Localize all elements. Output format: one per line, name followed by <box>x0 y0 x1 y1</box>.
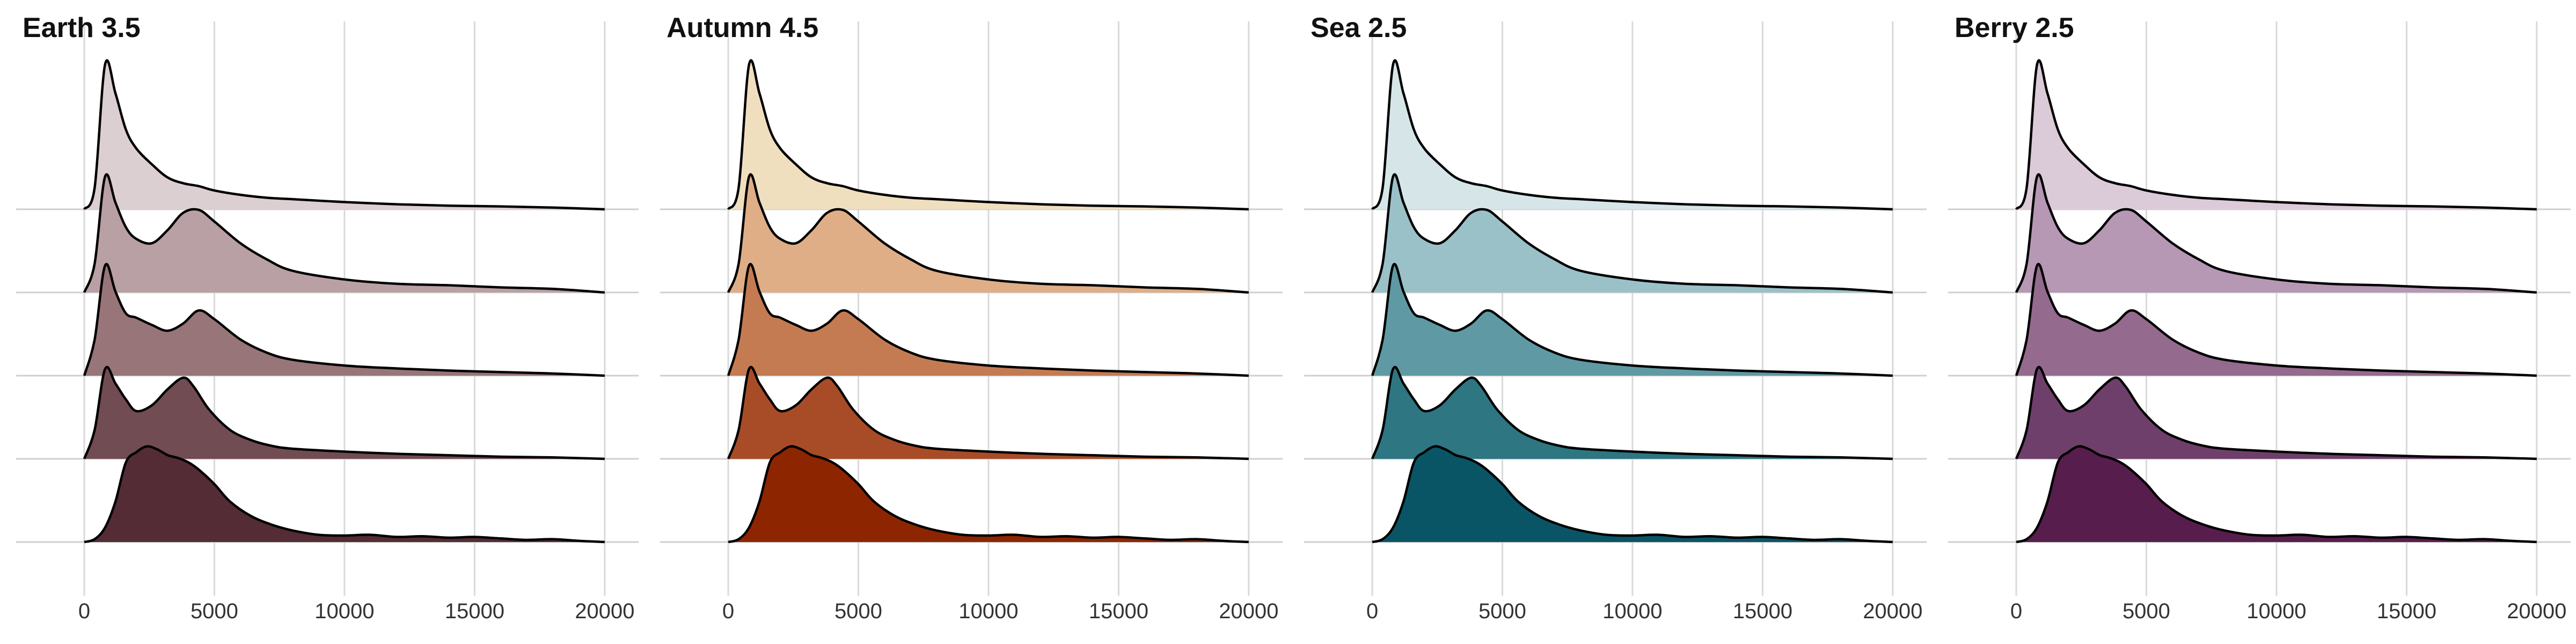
ridge-line <box>727 59 1249 211</box>
chart-title: Berry 2.5 <box>1955 12 2074 43</box>
x-tick-label: 20000 <box>1863 599 1922 623</box>
x-tick-label: 20000 <box>575 599 634 623</box>
chart-svg: 0 5000 10000 15000 20000 <box>16 21 639 623</box>
ridge-area <box>84 446 605 542</box>
ridge-area <box>2016 264 2537 376</box>
ridge-area <box>728 264 1249 376</box>
ridge-area <box>2016 367 2537 459</box>
ridge-line <box>2015 59 2537 211</box>
x-tick-label: 0 <box>2010 599 2022 623</box>
x-tick-label: 10000 <box>1602 599 1662 623</box>
x-tick-label: 15000 <box>1089 599 1148 623</box>
ridge-line <box>2015 365 2537 460</box>
ridge-line <box>727 365 1249 460</box>
ridge-area <box>84 264 605 376</box>
chart-title: Autumn 4.5 <box>667 12 819 43</box>
ridge-line <box>83 59 605 211</box>
x-tick-label: 0 <box>78 599 90 623</box>
chart-title: Sea 2.5 <box>1311 12 1407 43</box>
ridge-area <box>1372 446 1893 542</box>
ridge-line <box>1371 173 1893 294</box>
ridge-area <box>2016 174 2537 292</box>
x-tick-label: 20000 <box>2507 599 2566 623</box>
ridge-area <box>84 60 605 209</box>
chart-svg: 0 5000 10000 15000 20000 <box>660 21 1283 623</box>
ridge-line <box>83 262 605 377</box>
ridge-line <box>2016 445 2537 544</box>
x-tick-label: 5000 <box>191 599 238 623</box>
ridge-area <box>1372 367 1893 459</box>
x-tick-label: 20000 <box>1219 599 1278 623</box>
ridge-line <box>83 365 605 460</box>
x-tick-label: 15000 <box>2377 599 2436 623</box>
ridge-area <box>728 174 1249 292</box>
ridge-line <box>2015 173 2537 294</box>
chart-panel: 0 5000 10000 15000 20000 Autumn 4.5 <box>644 0 1288 644</box>
x-tick-label: 0 <box>1366 599 1378 623</box>
ridge-area <box>2016 60 2537 209</box>
ridge-line <box>727 262 1249 377</box>
ridge-area <box>728 446 1249 542</box>
ridge-line <box>728 445 1249 544</box>
chart-panel: 0 5000 10000 15000 20000 Sea 2.5 <box>1288 0 1932 644</box>
chart-svg: 0 5000 10000 15000 20000 <box>1304 21 1927 623</box>
x-tick-label: 15000 <box>1733 599 1792 623</box>
x-tick-label: 15000 <box>445 599 504 623</box>
ridge-line <box>2015 262 2537 377</box>
ridge-area <box>84 174 605 292</box>
ridge-line <box>1371 365 1893 460</box>
x-tick-label: 0 <box>722 599 734 623</box>
ridge-area <box>84 367 605 459</box>
x-tick-label: 10000 <box>2246 599 2306 623</box>
ridge-line <box>1371 59 1893 211</box>
x-tick-label: 5000 <box>2123 599 2170 623</box>
ridge-line <box>1371 262 1893 377</box>
ridge-area <box>1372 60 1893 209</box>
x-tick-label: 10000 <box>314 599 374 623</box>
ridge-area <box>1372 264 1893 376</box>
chart-svg: 0 5000 10000 15000 20000 <box>1948 21 2571 623</box>
ridge-area <box>728 367 1249 459</box>
x-tick-label: 10000 <box>958 599 1018 623</box>
x-tick-label: 5000 <box>835 599 882 623</box>
ridge-area <box>728 60 1249 209</box>
ridge-line <box>1372 445 1893 544</box>
ridge-line <box>727 173 1249 294</box>
chart-panel: 0 5000 10000 15000 20000 Berry 2.5 <box>1932 0 2576 644</box>
ridge-line <box>84 445 605 544</box>
chart-panel: 0 5000 10000 15000 20000 Earth 3.5 <box>0 0 644 644</box>
ridge-area <box>1372 174 1893 292</box>
ridge-area <box>2016 446 2537 542</box>
x-tick-label: 5000 <box>1479 599 1526 623</box>
ridge-line <box>83 173 605 294</box>
chart-title: Earth 3.5 <box>23 12 141 43</box>
